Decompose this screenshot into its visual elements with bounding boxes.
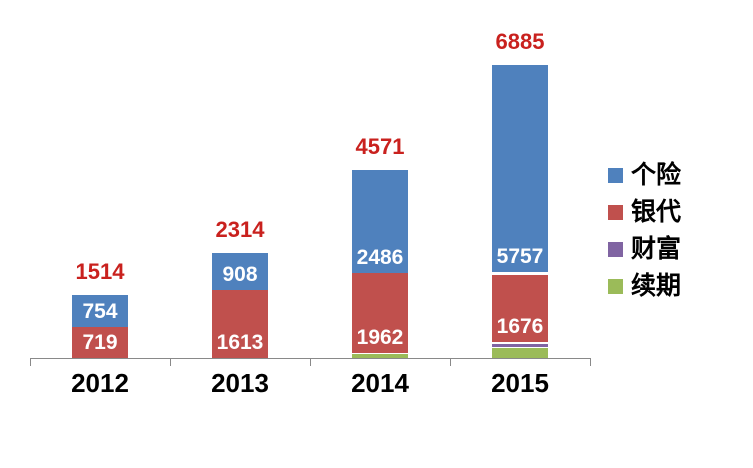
segment-value-label: 2486 [356, 246, 404, 269]
x-axis-tick [170, 358, 171, 366]
bar-segment [352, 354, 408, 358]
legend-swatch-icon [608, 279, 623, 294]
legend-label: 财富 [631, 235, 682, 263]
bar-2015: 5757 1676 [492, 65, 548, 358]
bar-segment: 719 [72, 327, 128, 358]
bar-2013: 908 1613 [212, 253, 268, 358]
bar-total-label: 6885 [495, 29, 545, 54]
legend-item: 续期 [608, 274, 681, 299]
legend-item: 个险 [608, 163, 681, 188]
bar-segment: 1962 [352, 273, 408, 353]
legend: 个险 银代 财富 续期 [608, 163, 681, 311]
legend-label: 银代 [631, 198, 682, 226]
x-axis-tick [310, 358, 311, 366]
bar-segment: 5757 [492, 65, 548, 272]
x-axis-tick [30, 358, 31, 366]
segment-value-label: 5757 [496, 245, 544, 268]
segment-value-label: 719 [82, 331, 118, 354]
segment-value-label: 754 [82, 300, 118, 323]
bar-2014: 2486 1962 [352, 170, 408, 358]
bar-total-label: 1514 [75, 259, 125, 284]
legend-item: 银代 [608, 200, 681, 225]
bar-segment [492, 348, 548, 358]
bar-segment: 1613 [212, 290, 268, 358]
segment-value-label: 908 [222, 263, 258, 286]
bar-segment: 908 [212, 253, 268, 290]
legend-label: 个险 [631, 161, 682, 189]
x-axis-tick [590, 358, 591, 366]
bar-2012: 754 719 [72, 295, 128, 358]
legend-swatch-icon [608, 242, 623, 257]
legend-label: 续期 [631, 272, 682, 300]
x-axis-label: 2014 [351, 368, 409, 398]
bar-segment: 2486 [352, 170, 408, 273]
legend-item: 财富 [608, 237, 681, 262]
bar-total-label: 4571 [355, 134, 405, 159]
bar-segment: 754 [72, 295, 128, 327]
bar-segment [492, 344, 548, 347]
segment-value-label: 1676 [496, 315, 544, 338]
x-axis-label: 2015 [491, 368, 549, 398]
segment-value-label: 1613 [216, 331, 264, 354]
bar-total-label: 2314 [215, 217, 265, 242]
segment-value-label: 1962 [356, 326, 404, 349]
x-axis-tick [450, 358, 451, 366]
x-axis-label: 2012 [71, 368, 129, 398]
legend-swatch-icon [608, 168, 623, 183]
x-axis-label: 2013 [211, 368, 269, 398]
legend-swatch-icon [608, 205, 623, 220]
bar-segment: 1676 [492, 275, 548, 342]
